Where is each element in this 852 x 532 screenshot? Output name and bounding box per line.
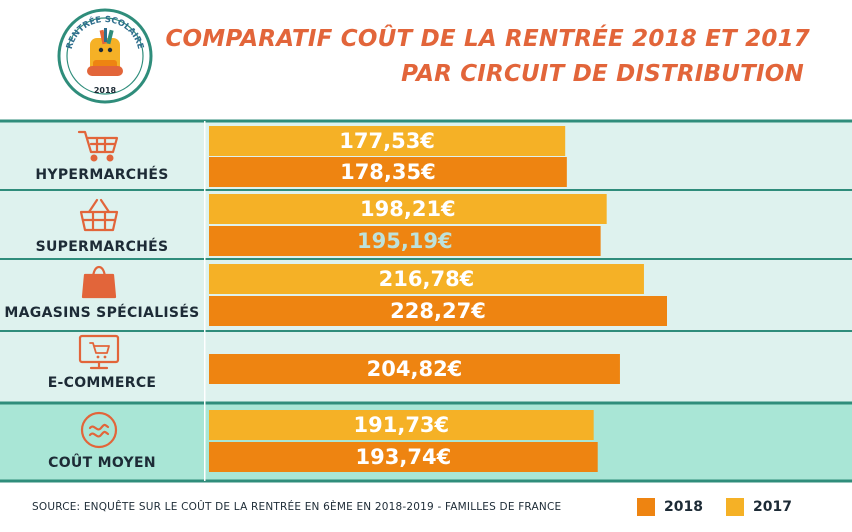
legend-swatch-2017 [726,498,744,516]
category-label-2: MAGASINS SPÉCIALISÉS [4,305,200,321]
row-separator [0,401,852,405]
bar-2017-2-value-label: 216,78€ [378,267,475,291]
chart-title-line-1: COMPARATIF COÛT DE LA RENTRÉE 2018 ET 20… [165,26,810,52]
bar-2018-3-value-label: 204,82€ [366,357,463,381]
bar-2018-4 [209,442,598,472]
bar-2018-0 [209,157,567,187]
category-label-4: COÛT MOYEN [48,455,156,471]
legend-label-2017: 2017 [753,499,792,515]
source-note: SOURCE: ENQUÊTE SUR LE COÛT DE LA RENTRÉ… [32,501,562,513]
bar-2017-1 [209,194,607,224]
row-separator [0,189,852,191]
bar-2017-2 [209,264,644,294]
bar-2018-1 [209,226,601,256]
category-label-1: SUPERMARCHÉS [35,239,169,255]
approximately-icon [80,411,118,449]
chart-title-line-2: PAR CIRCUIT DE DISTRIBUTION [401,61,804,87]
row-separator [0,330,852,332]
bar-2017-4-value-label: 191,73€ [353,413,450,437]
bar-2017-4 [209,410,594,440]
label-column-divider [204,121,206,481]
bar-2018-0-value-label: 178,35€ [340,160,436,184]
bar-2018-2 [209,296,667,326]
shopping-basket-icon [79,198,119,232]
bar-2018-2-value-label: 228,27€ [390,299,486,323]
computer-cart-icon [78,334,120,370]
bar-2018-4-value-label: 193,74€ [355,445,452,469]
bar-2017-0-value-label: 177,53€ [339,129,435,153]
shopping-cart-icon [77,130,119,162]
badge-year-text: 2018 [94,86,117,95]
bar-2017-0 [209,126,566,156]
row-separator [0,258,852,260]
bar-2018-1-value-label: 195,19€ [356,229,453,253]
shopping-bag-icon [81,265,117,299]
row-separator [0,119,852,123]
category-label-3: E-COMMERCE [47,375,157,391]
row-separator [0,479,852,483]
rentree-scolaire-badge-logo: RENTRÉE SCOLAIRE 2018 [57,8,153,104]
legend-label-2018: 2018 [664,499,703,515]
legend-swatch-2018 [637,498,655,516]
bar-2018-3 [209,354,620,384]
bar-2017-1-value-label: 198,21€ [360,197,456,221]
footer: SOURCE: ENQUÊTE SUR LE COÛT DE LA RENTRÉ… [0,492,852,532]
category-label-0: HYPERMARCHÉS [35,167,169,183]
